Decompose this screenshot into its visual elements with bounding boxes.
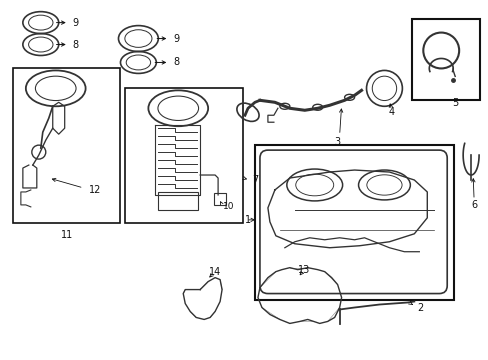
Text: 10: 10 — [223, 202, 234, 211]
Text: 2: 2 — [416, 302, 423, 312]
Text: 8: 8 — [173, 58, 179, 67]
Text: 12: 12 — [89, 185, 102, 195]
Text: 14: 14 — [208, 267, 221, 276]
Text: 9: 9 — [173, 33, 179, 44]
Bar — [214, 193, 225, 205]
Text: 5: 5 — [451, 98, 457, 108]
Bar — [254, 145, 453, 300]
Text: 7: 7 — [251, 175, 258, 185]
Text: 9: 9 — [73, 18, 79, 28]
Text: 8: 8 — [73, 40, 79, 50]
Bar — [13, 68, 120, 223]
Bar — [158, 192, 198, 210]
Text: 1: 1 — [244, 215, 250, 225]
Bar — [125, 88, 243, 223]
Text: 3: 3 — [334, 137, 340, 147]
Text: 4: 4 — [387, 107, 394, 117]
Text: 11: 11 — [61, 230, 73, 240]
Bar — [411, 19, 479, 100]
Text: 6: 6 — [470, 200, 476, 210]
Text: 13: 13 — [297, 265, 309, 275]
